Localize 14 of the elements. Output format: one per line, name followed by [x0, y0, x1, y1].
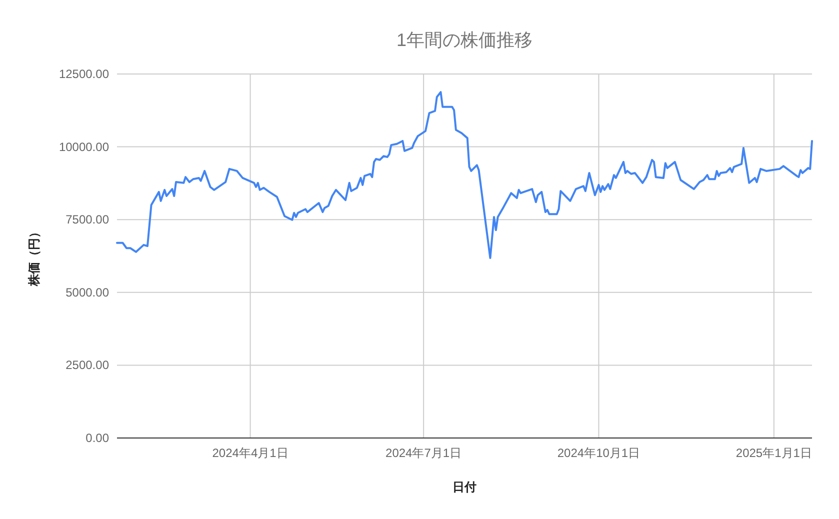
y-tick-label: 7500.00	[66, 212, 110, 227]
x-tick-label: 2024年10月1日	[557, 446, 640, 460]
line-series	[116, 91, 813, 260]
x-tick-label: 2025年1月1日	[736, 446, 812, 460]
y-tick-label: 2500.00	[66, 358, 110, 372]
x-tick-label: 2024年7月1日	[386, 446, 462, 460]
chart-title: 1年間の株価推移	[396, 30, 533, 50]
y-tick-label: 12500.00	[58, 67, 110, 81]
y-tick-label: 10000.00	[58, 140, 110, 154]
y-tick-label: 5000.00	[66, 285, 110, 300]
x-axis-title: 日付	[452, 480, 476, 494]
y-axis-title: 株価（円）	[27, 226, 41, 287]
x-tick-label: 2024年4月1日	[212, 446, 288, 460]
y-tick-label: 0.00	[86, 431, 110, 445]
